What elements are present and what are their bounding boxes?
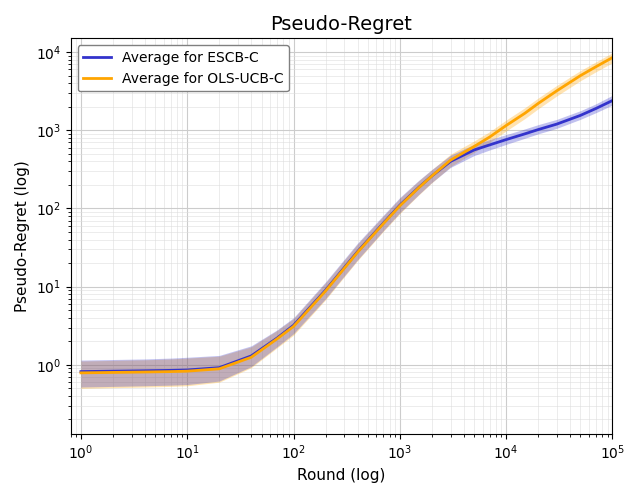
Average for ESCB-C <box>415 185 422 191</box>
Average for ESCB-C <box>273 335 281 341</box>
Average for OLS-UCB-C <box>534 101 542 107</box>
Line: Average for ESCB-C: Average for ESCB-C <box>81 101 612 372</box>
Line: Average for OLS-UCB-C: Average for OLS-UCB-C <box>81 58 612 373</box>
X-axis label: Round (log): Round (log) <box>298 468 386 483</box>
Average for OLS-UCB-C <box>354 249 362 255</box>
Average for ESCB-C <box>354 249 362 254</box>
Average for ESCB-C <box>322 287 330 293</box>
Average for OLS-UCB-C <box>273 336 281 342</box>
Average for OLS-UCB-C <box>216 366 223 372</box>
Average for OLS-UCB-C <box>396 203 404 209</box>
Average for OLS-UCB-C <box>486 134 493 140</box>
Average for OLS-UCB-C <box>184 368 191 374</box>
Average for ESCB-C <box>396 202 404 208</box>
Average for OLS-UCB-C <box>609 55 616 61</box>
Average for ESCB-C <box>470 147 478 153</box>
Average for OLS-UCB-C <box>502 123 510 128</box>
Average for OLS-UCB-C <box>141 369 148 375</box>
Average for ESCB-C <box>248 353 255 359</box>
Average for ESCB-C <box>290 322 298 328</box>
Average for ESCB-C <box>592 106 600 112</box>
Average for ESCB-C <box>428 173 436 179</box>
Average for ESCB-C <box>216 365 223 371</box>
Average for ESCB-C <box>447 158 454 164</box>
Average for ESCB-C <box>534 126 542 132</box>
Average for OLS-UCB-C <box>447 157 454 163</box>
Average for ESCB-C <box>77 369 84 374</box>
Average for ESCB-C <box>502 136 510 142</box>
Average for OLS-UCB-C <box>521 110 529 116</box>
Average for OLS-UCB-C <box>167 369 175 374</box>
Average for OLS-UCB-C <box>109 370 116 375</box>
Average for OLS-UCB-C <box>77 370 84 376</box>
Average for ESCB-C <box>609 98 616 104</box>
Average for ESCB-C <box>167 368 175 374</box>
Y-axis label: Pseudo-Regret (log): Pseudo-Regret (log) <box>15 160 30 312</box>
Average for ESCB-C <box>553 121 561 127</box>
Average for OLS-UCB-C <box>428 173 436 179</box>
Average for ESCB-C <box>577 113 584 119</box>
Title: Pseudo-Regret: Pseudo-Regret <box>271 15 412 34</box>
Average for ESCB-C <box>109 368 116 374</box>
Average for OLS-UCB-C <box>592 64 600 70</box>
Average for OLS-UCB-C <box>577 73 584 79</box>
Average for OLS-UCB-C <box>248 354 255 360</box>
Average for ESCB-C <box>380 220 387 226</box>
Average for OLS-UCB-C <box>553 88 561 94</box>
Average for OLS-UCB-C <box>470 143 478 149</box>
Average for OLS-UCB-C <box>322 288 330 294</box>
Legend: Average for ESCB-C, Average for OLS-UCB-C: Average for ESCB-C, Average for OLS-UCB-… <box>77 45 289 91</box>
Average for ESCB-C <box>521 131 529 137</box>
Average for OLS-UCB-C <box>380 221 387 227</box>
Average for ESCB-C <box>486 142 493 148</box>
Average for ESCB-C <box>141 368 148 374</box>
Average for OLS-UCB-C <box>415 185 422 191</box>
Average for ESCB-C <box>184 367 191 373</box>
Average for OLS-UCB-C <box>290 323 298 329</box>
